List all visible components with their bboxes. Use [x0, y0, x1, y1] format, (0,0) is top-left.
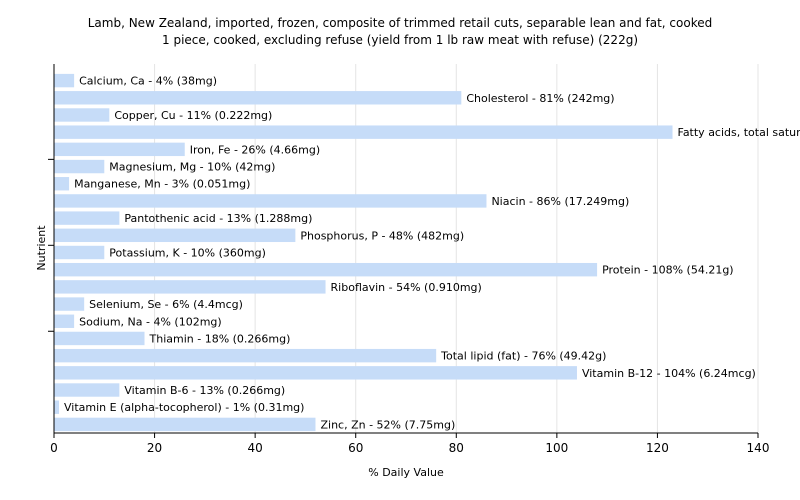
bar-label: Copper, Cu - 11% (0.222mg) [114, 109, 272, 122]
bar-label: Cholesterol - 81% (242mg) [466, 92, 614, 105]
chart-title-line-2: 1 piece, cooked, excluding refuse (yield… [162, 33, 638, 47]
bar-label: Fatty acids, total saturated - 123% (24.… [678, 126, 800, 139]
bar [54, 314, 75, 328]
x-tick-label: 0 [50, 441, 58, 455]
x-tick-label: 40 [248, 441, 263, 455]
bar [54, 417, 316, 432]
bar [54, 159, 105, 174]
chart-title: Lamb, New Zealand, imported, frozen, com… [0, 15, 800, 49]
bar [54, 177, 70, 191]
bar [54, 280, 326, 294]
bar [54, 297, 85, 311]
bar-label: Iron, Fe - 26% (4.66mg) [190, 143, 320, 156]
bar-label: Riboflavin - 54% (0.910mg) [331, 281, 482, 294]
x-tick-label: 140 [747, 441, 770, 455]
bar-label: Selenium, Se - 6% (4.4mcg) [89, 298, 243, 311]
bar-label: Phosphorus, P - 48% (482mg) [300, 229, 464, 242]
x-axis-title: % Daily Value [368, 466, 444, 479]
bar-label: Potassium, K - 10% (360mg) [109, 247, 266, 260]
x-tick-label: 100 [545, 441, 568, 455]
bar [54, 91, 462, 105]
bar-label: Magnesium, Mg - 10% (42mg) [109, 161, 275, 174]
bar-label: Vitamin B-12 - 104% (6.24mcg) [582, 367, 756, 380]
bar [54, 383, 120, 397]
bar [54, 142, 185, 157]
bar [54, 262, 598, 277]
bar-label: Thiamin - 18% (0.266mg) [149, 332, 291, 345]
bars [54, 73, 673, 432]
bar [54, 348, 437, 363]
bar [54, 331, 145, 346]
bar-label: Calcium, Ca - 4% (38mg) [79, 75, 217, 88]
chart-title-line-1: Lamb, New Zealand, imported, frozen, com… [87, 16, 713, 30]
bar-label: Pantothenic acid - 13% (1.288mg) [124, 212, 312, 225]
bar [54, 211, 120, 225]
bar-label: Protein - 108% (54.21g) [602, 264, 734, 277]
bar-label: Vitamin E (alpha-tocopherol) - 1% (0.31m… [64, 401, 304, 414]
bar [54, 245, 105, 260]
bar-label: Total lipid (fat) - 76% (49.42g) [440, 350, 606, 363]
bar-label: Niacin - 86% (17.249mg) [491, 195, 629, 208]
x-tick-label: 20 [147, 441, 162, 455]
y-axis-title: Nutrient [35, 225, 48, 271]
bar [54, 108, 110, 122]
bar-labels: Calcium, Ca - 4% (38mg) Cholesterol - 81%… [64, 75, 800, 432]
bar-label: Vitamin B-6 - 13% (0.266mg) [124, 384, 285, 397]
bar [54, 366, 577, 380]
bar [54, 228, 296, 243]
bar [54, 400, 60, 414]
bar [54, 125, 673, 139]
bar [54, 73, 75, 88]
x-tick-label: 60 [348, 441, 363, 455]
axes: 0 20 40 60 80 100 120 140 [48, 64, 769, 455]
bar-label: Zinc, Zn - 52% (7.75mg) [320, 418, 455, 431]
x-tick-label: 120 [646, 441, 669, 455]
bar-label: Manganese, Mn - 3% (0.051mg) [74, 178, 250, 191]
x-tick-label: 80 [449, 441, 464, 455]
bar-label: Sodium, Na - 4% (102mg) [79, 315, 222, 328]
bar [54, 194, 487, 208]
